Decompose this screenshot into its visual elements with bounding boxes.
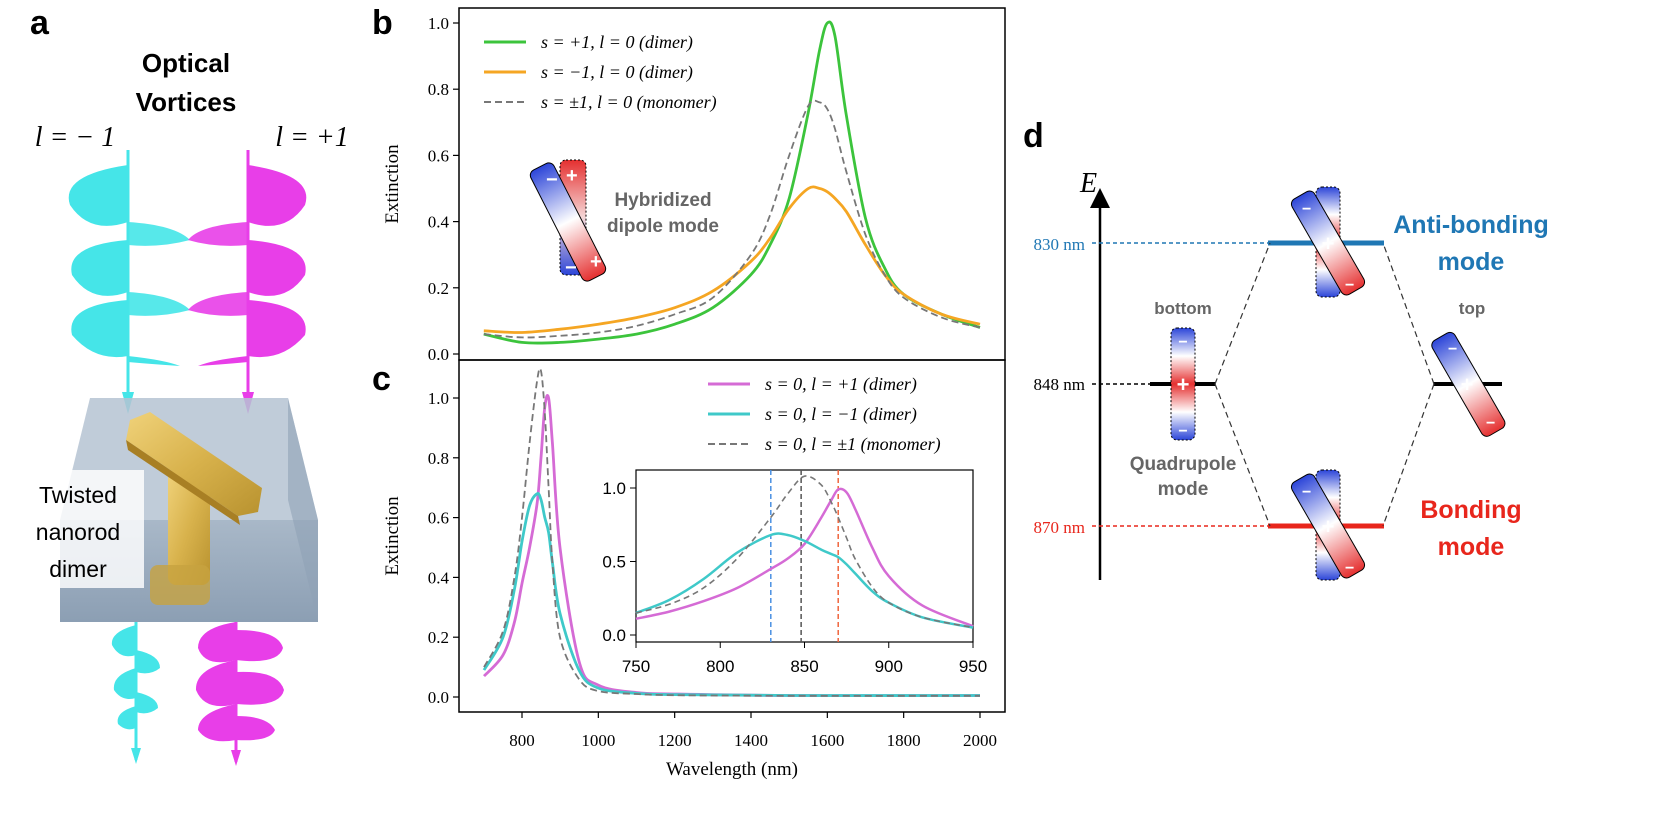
panel-b-legend: s = +1, l = 0 (dimer) s = −1, l = 0 (dim…: [484, 32, 717, 113]
panel-a-illustration: Optical Vortices l = − 1 l = +1 Twisted: [14, 48, 349, 766]
c-ytick-label-5: 1.0: [428, 389, 449, 408]
b-ytick-label-0: 0.0: [428, 345, 449, 364]
legend-b-label-2: s = ±1, l = 0 (monomer): [541, 92, 717, 113]
i-series-2: [635, 475, 974, 629]
inset-frame: [635, 469, 974, 643]
hybridized-label-line1: Hybridized: [614, 190, 711, 211]
svg-text:−: −: [565, 257, 577, 279]
c-xtick-label-0: 800: [509, 731, 535, 750]
c-series-1: [482, 492, 981, 697]
legend-c-label-2: s = 0, l = ±1 (monomer): [765, 434, 941, 455]
box-label-background: [14, 470, 144, 588]
c-ytick-label-2: 0.4: [428, 568, 450, 587]
magenta-vortex-top: [188, 150, 307, 414]
c-series-2: [483, 367, 981, 697]
svg-text:+: +: [566, 165, 578, 187]
i-series-1: [635, 532, 974, 629]
legend-b-label-1: s = −1, l = 0 (dimer): [541, 62, 693, 83]
b-ytick-label-3: 0.6: [428, 146, 449, 165]
panel-letter-a: a: [30, 4, 49, 42]
legend-c-label-0: s = 0, l = +1 (dimer): [765, 374, 917, 395]
i-xtick-label-0: 750: [622, 657, 650, 676]
c-ytick-label-0: 0.0: [428, 688, 449, 707]
box-label-line2: nanorod: [36, 519, 120, 545]
panel-a-title-line1: Optical: [142, 48, 230, 78]
b-series-2: [483, 99, 981, 339]
c-xtick-label-2: 1200: [658, 731, 692, 750]
cyan-vortex-top: [68, 150, 190, 414]
panel-c-frame: [458, 359, 1006, 713]
c-xtick-label-1: 1000: [581, 731, 615, 750]
i-ytick-label-1: 0.5: [602, 553, 626, 572]
right-vortex-label: l = +1: [275, 122, 349, 153]
b-ytick-label-1: 0.2: [428, 279, 449, 298]
cyan-vortex-bottom: [111, 622, 160, 764]
c-ytick-label-3: 0.6: [428, 509, 449, 528]
panel-letter-c: c: [372, 360, 391, 398]
b-series-0: [483, 20, 981, 345]
panel-a-title-line2: Vortices: [136, 87, 237, 117]
panel-letter-b: b: [372, 4, 393, 42]
c-xtick-label-3: 1400: [734, 731, 768, 750]
hybridized-label-line2: dipole mode: [607, 216, 719, 237]
i-xtick-label-2: 850: [790, 657, 818, 676]
magenta-vortex-bottom: [195, 622, 284, 766]
legend-c-label-1: s = 0, l = −1 (dimer): [765, 404, 917, 425]
left-vortex-label: l = − 1: [35, 122, 116, 153]
box-label-line3: dimer: [49, 556, 107, 582]
i-series-0: [635, 487, 974, 628]
panel-c-legend: s = 0, l = +1 (dimer) s = 0, l = −1 (dim…: [708, 374, 941, 455]
b-ytick-label-2: 0.4: [428, 213, 450, 232]
i-xtick-label-3: 900: [875, 657, 903, 676]
panel-c-ylabel: Extinction: [382, 496, 403, 576]
gold-nanorod-dimer: [126, 412, 262, 605]
c-xtick-label-5: 1800: [887, 731, 921, 750]
i-ytick-label-0: 0.0: [602, 626, 626, 645]
svg-text:−: −: [546, 169, 558, 191]
b-ytick-label-4: 0.8: [428, 80, 449, 99]
svg-text:+: +: [590, 251, 602, 273]
hybridized-dipole-rods: − + − +: [529, 159, 607, 282]
c-ytick-label-1: 0.2: [428, 628, 449, 647]
legend-b-label-0: s = +1, l = 0 (dimer): [541, 32, 693, 53]
panel-b-ylabel: Extinction: [382, 144, 403, 224]
panel-c-xlabel: Wavelength (nm): [666, 759, 798, 780]
b-ytick-label-5: 1.0: [428, 14, 449, 33]
c-xtick-label-6: 2000: [963, 731, 997, 750]
c-ytick-label-4: 0.8: [428, 449, 449, 468]
i-xtick-label-1: 800: [706, 657, 734, 676]
panel-letter-d: d: [1023, 117, 1044, 155]
i-ytick-label-2: 1.0: [602, 479, 626, 498]
i-xtick-label-4: 950: [959, 657, 987, 676]
c-xtick-label-4: 1600: [810, 731, 844, 750]
box-label-line1: Twisted: [39, 482, 117, 508]
